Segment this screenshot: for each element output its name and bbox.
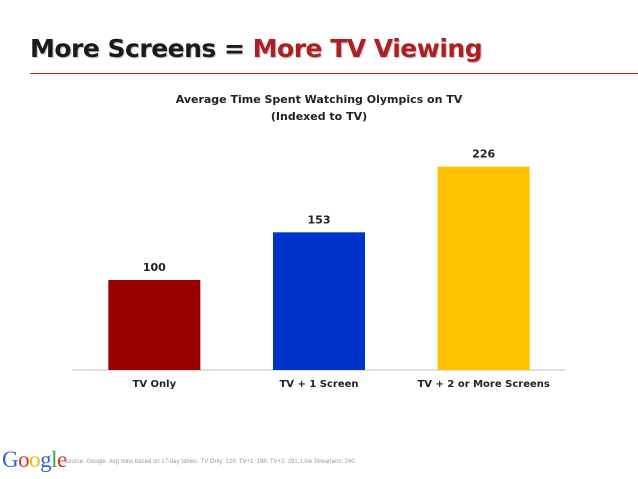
data-label: 226 (472, 148, 495, 161)
chart-subtitle: (Indexed to TV) (270, 110, 368, 123)
google-logo-letter: g (40, 447, 52, 472)
slide-title-part1: More Screens (30, 34, 216, 63)
bar (273, 232, 365, 370)
slide-title-equals: = (215, 34, 253, 63)
category-label: TV + 2 or More Screens (417, 379, 549, 390)
google-logo-letter: o (18, 447, 30, 472)
google-logo: Google (2, 447, 67, 473)
data-label: 100 (143, 261, 166, 274)
source-note: Source: Google. Avg mins based on 17-day… (64, 459, 355, 465)
bar-chart: 100 TV Only 153 TV + 1 Screen 226 TV + 2 or M… (72, 148, 566, 390)
category-label: TV Only (133, 379, 177, 390)
title-divider (30, 73, 638, 74)
bar (437, 166, 530, 370)
category-label: TV + 1 Screen (279, 379, 358, 390)
google-logo-letter: G (2, 447, 19, 472)
google-logo-letter: o (29, 447, 41, 472)
google-logo-letter: e (57, 447, 67, 472)
slide-title-part2: More TV Viewing (252, 34, 483, 63)
slide-title: More Screens = More TV Viewing (30, 34, 483, 63)
bar (108, 280, 201, 370)
data-label: 153 (308, 213, 331, 226)
google-logo-letter: l (51, 447, 58, 472)
chart-title: Average Time Spent Watching Olympics on … (175, 93, 463, 106)
